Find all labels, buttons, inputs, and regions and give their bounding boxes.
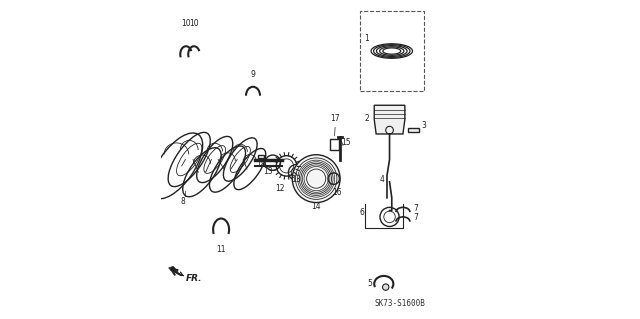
Text: 7: 7 [413, 204, 418, 212]
Bar [330, 139, 339, 150]
Text: 7: 7 [413, 213, 418, 222]
Text: 10: 10 [181, 19, 191, 27]
Text: 16: 16 [332, 188, 341, 197]
Text: 11: 11 [216, 245, 226, 254]
Text: 18: 18 [256, 160, 266, 169]
Text: 6: 6 [359, 208, 364, 217]
Text: 10: 10 [189, 19, 199, 27]
Circle shape [292, 155, 340, 203]
Text: 4: 4 [380, 175, 385, 184]
Text: 13: 13 [263, 167, 273, 176]
Text: 12: 12 [275, 184, 285, 193]
Circle shape [383, 284, 389, 290]
Text: 2: 2 [365, 114, 369, 123]
Text: 17: 17 [330, 114, 340, 123]
Text: 14: 14 [311, 202, 321, 211]
Text: 13: 13 [291, 175, 301, 184]
Polygon shape [168, 266, 178, 272]
Polygon shape [408, 128, 419, 132]
Text: 8: 8 [180, 197, 185, 206]
Text: SK73-S1600B: SK73-S1600B [374, 299, 425, 308]
Text: 9: 9 [251, 70, 255, 78]
Text: FR.: FR. [186, 274, 202, 283]
Text: 3: 3 [421, 121, 426, 130]
Text: 1: 1 [364, 34, 369, 43]
Text: 5: 5 [367, 278, 372, 287]
Polygon shape [170, 270, 184, 276]
Polygon shape [374, 105, 405, 134]
Text: 15: 15 [341, 138, 351, 147]
